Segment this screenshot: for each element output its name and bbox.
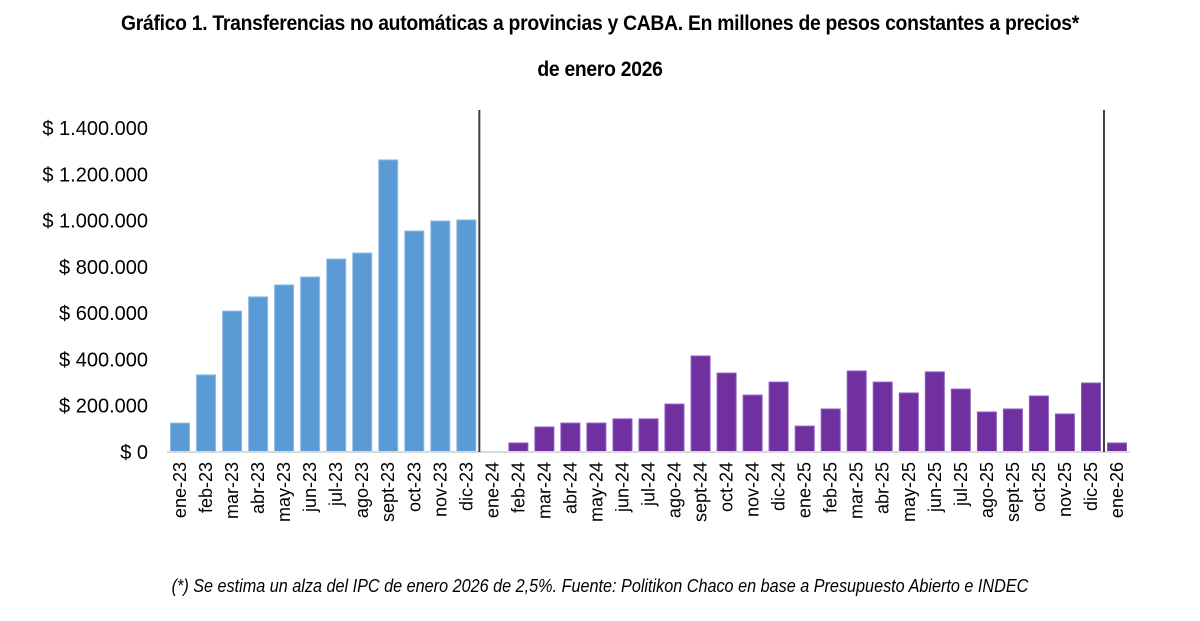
x-tick-label: nov-25 xyxy=(1055,462,1075,517)
x-tick-label: may-24 xyxy=(586,462,606,522)
bar-nov-23 xyxy=(430,220,451,453)
bar-feb-24 xyxy=(508,442,529,453)
x-tick-label: oct-25 xyxy=(1029,462,1049,512)
bar-mar-24 xyxy=(534,426,555,453)
x-tick-label: abr-23 xyxy=(248,462,268,514)
x-tick-label: jun-25 xyxy=(925,462,945,513)
bar-oct-25 xyxy=(1028,395,1049,453)
y-tick-label: $ 800.000 xyxy=(59,257,148,279)
bar-ene-25 xyxy=(794,425,815,453)
bar-dic-23 xyxy=(456,219,477,453)
x-tick-label: abr-24 xyxy=(560,462,580,514)
x-tick-label: ago-25 xyxy=(977,462,997,518)
bar-ago-23 xyxy=(352,252,373,453)
x-tick-label: feb-23 xyxy=(196,462,216,513)
y-tick-label: $ 400.000 xyxy=(59,349,148,371)
bar-feb-23 xyxy=(196,374,216,453)
x-tick-label: nov-23 xyxy=(430,462,450,517)
y-tick-label: $ 1.400.000 xyxy=(42,118,148,140)
chart-title: Gráfico 1. Transferencias no automáticas… xyxy=(120,12,1080,35)
x-tick-label: jun-23 xyxy=(300,462,320,513)
bar-may-24 xyxy=(586,422,607,453)
bar-mar-23 xyxy=(222,310,243,453)
y-axis-ticks: $ 0 $ 200.000 $ 400.000 $ 600.000 $ 800.000 $… xyxy=(42,118,148,464)
x-tick-label: sept-25 xyxy=(1003,462,1023,522)
x-tick-label: sept-23 xyxy=(378,462,398,522)
bar-abr-23 xyxy=(248,296,269,453)
bar-abr-25 xyxy=(872,381,893,453)
bar-may-25 xyxy=(898,392,919,453)
bar-jun-24 xyxy=(612,418,633,453)
bar-may-23 xyxy=(274,284,295,453)
x-tick-label: jun-24 xyxy=(613,462,633,513)
x-tick-label: nov-24 xyxy=(743,462,763,517)
bar-jul-24 xyxy=(638,418,659,453)
y-tick-label: $ 200.000 xyxy=(59,396,148,418)
bar-dic-25 xyxy=(1081,382,1101,453)
bar-mar-25 xyxy=(846,370,867,453)
bar-ago-25 xyxy=(976,411,997,453)
y-tick-label: $ 1.200.000 xyxy=(42,164,148,186)
x-tick-label: oct-23 xyxy=(404,462,424,512)
bar-jun-25 xyxy=(924,371,945,453)
bar-ago-24 xyxy=(664,403,685,453)
x-tick-label: dic-25 xyxy=(1081,462,1101,511)
x-tick-label: feb-25 xyxy=(821,462,841,513)
x-tick-label: ene-26 xyxy=(1107,462,1127,518)
bar-sept-25 xyxy=(1002,408,1023,453)
bar-nov-24 xyxy=(742,394,763,453)
x-tick-label: oct-24 xyxy=(717,462,737,512)
chart-title-line2: de enero 2026 xyxy=(537,58,663,81)
x-tick-label: sept-24 xyxy=(691,462,711,522)
bar-jul-23 xyxy=(326,258,347,453)
x-tick-label: ago-24 xyxy=(665,462,685,518)
bar-nov-25 xyxy=(1054,413,1075,453)
bar-jul-25 xyxy=(950,388,971,453)
x-tick-label: abr-25 xyxy=(873,462,893,514)
x-tick-label: mar-24 xyxy=(534,462,554,519)
bar-oct-24 xyxy=(716,372,737,453)
x-tick-label: feb-24 xyxy=(508,462,528,513)
bar-dic-24 xyxy=(768,381,789,453)
x-tick-label: mar-25 xyxy=(847,462,867,519)
bars xyxy=(170,159,1127,453)
x-tick-label: jul-23 xyxy=(326,462,346,507)
y-tick-label: $ 0 xyxy=(120,442,148,464)
vertical-markers xyxy=(478,110,1105,452)
bar-ene-26 xyxy=(1107,442,1127,453)
bar-sept-23 xyxy=(378,159,399,453)
y-tick-label: $ 600.000 xyxy=(59,303,148,325)
bar-oct-23 xyxy=(404,230,425,453)
bar-abr-24 xyxy=(560,422,581,453)
bar-ene-23 xyxy=(170,422,190,453)
x-tick-label: mar-23 xyxy=(222,462,242,519)
bar-jun-23 xyxy=(300,276,321,453)
x-tick-label: dic-23 xyxy=(456,462,476,511)
bar-chart: $ 0 $ 200.000 $ 400.000 $ 600.000 $ 800.000 $… xyxy=(42,110,1130,522)
x-axis-ticks: ene-23 feb-23 mar-23 abr-23 may-23 jun-23 jul-… xyxy=(170,462,1127,522)
x-tick-label: ene-24 xyxy=(482,462,502,518)
x-tick-label: ago-23 xyxy=(352,462,372,518)
bar-feb-25 xyxy=(820,408,841,453)
x-tick-label: ene-25 xyxy=(795,462,815,518)
bar-sept-24 xyxy=(690,355,711,453)
x-tick-label: may-23 xyxy=(274,462,294,522)
x-tick-label: ene-23 xyxy=(170,462,190,518)
y-tick-label: $ 1.000.000 xyxy=(42,211,148,233)
x-tick-label: dic-24 xyxy=(769,462,789,511)
footnote: (*) Se estima un alza del IPC de enero 2… xyxy=(171,576,1029,596)
x-tick-label: may-25 xyxy=(899,462,919,522)
x-tick-label: jul-24 xyxy=(639,462,659,507)
x-tick-label: jul-25 xyxy=(951,462,971,507)
